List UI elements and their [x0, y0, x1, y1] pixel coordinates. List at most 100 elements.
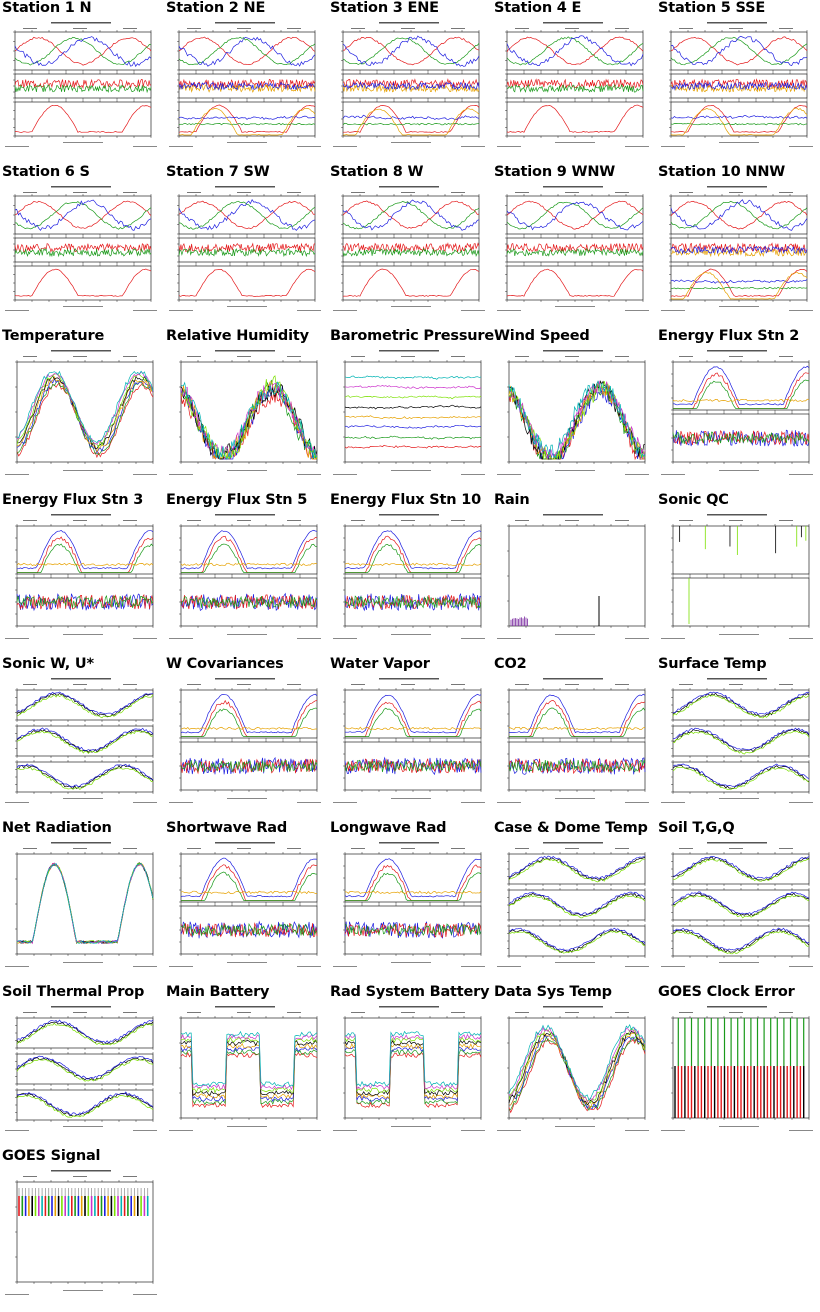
plot-thumbnail-temperature[interactable]	[3, 348, 159, 478]
plot-thumbnail-soil-thermal-prop[interactable]	[3, 1004, 159, 1134]
plot-thumbnail-wind-speed[interactable]	[495, 348, 651, 478]
plot-thumbnail-barometric-pressure[interactable]	[331, 348, 487, 478]
plot-cell-wind-speed: Wind Speed	[492, 328, 652, 486]
plot-thumbnail-surface-temp[interactable]	[659, 676, 815, 806]
plot-title: GOES Signal	[2, 1148, 101, 1164]
plot-title: Net Radiation	[2, 820, 112, 836]
plot-title: Soil Thermal Prop	[2, 984, 145, 1000]
plot-cell-station-3-ene: Station 3 ENE	[328, 0, 488, 158]
plot-thumbnail-image	[169, 186, 321, 311]
plot-title: Energy Flux Stn 3	[2, 492, 144, 508]
plot-thumbnail-station-6-s[interactable]	[3, 184, 159, 314]
plot-thumbnail-image	[169, 842, 321, 967]
plot-thumbnail-image	[333, 514, 485, 639]
plot-title: Station 9 WNW	[494, 164, 616, 180]
plot-title: Sonic W, U*	[2, 656, 94, 672]
plot-thumbnail-goes-signal[interactable]	[3, 1168, 159, 1298]
plot-thumbnail-water-vapor[interactable]	[331, 676, 487, 806]
plot-thumbnail-image	[497, 1006, 649, 1131]
plot-thumbnail-net-radiation[interactable]	[3, 840, 159, 970]
plot-thumbnail-station-4-e[interactable]	[495, 20, 651, 150]
plot-cell-station-4-e: Station 4 E	[492, 0, 652, 158]
plot-thumbnail-image	[661, 22, 813, 147]
plot-cell-energy-flux-stn-3: Energy Flux Stn 3	[0, 492, 160, 650]
plot-thumbnail-image	[497, 678, 649, 803]
plot-cell-energy-flux-stn-5: Energy Flux Stn 5	[164, 492, 324, 650]
plot-cell-station-6-s: Station 6 S	[0, 164, 160, 322]
plot-title: Temperature	[2, 328, 105, 344]
plot-title: GOES Clock Error	[658, 984, 795, 1000]
plot-cell-station-2-ne: Station 2 NE	[164, 0, 324, 158]
plot-title: Sonic QC	[658, 492, 729, 508]
plot-thumbnail-image	[169, 678, 321, 803]
plot-thumbnail-station-3-ene[interactable]	[331, 20, 487, 150]
plot-cell-station-9-wnw: Station 9 WNW	[492, 164, 652, 322]
plot-cell-w-covariances: W Covariances	[164, 656, 324, 814]
plot-title: CO2	[494, 656, 527, 672]
plot-cell-co2: CO2	[492, 656, 652, 814]
plot-cell-goes-clock-error: GOES Clock Error	[656, 984, 816, 1142]
plot-thumbnail-rain[interactable]	[495, 512, 651, 642]
plot-cell-station-1-n: Station 1 N	[0, 0, 160, 158]
plot-cell-rain: Rain	[492, 492, 652, 650]
plot-thumbnail-w-covariances[interactable]	[167, 676, 323, 806]
plot-thumbnail-image	[661, 1006, 813, 1131]
plot-thumbnail-longwave-rad[interactable]	[331, 840, 487, 970]
plot-cell-water-vapor: Water Vapor	[328, 656, 488, 814]
plot-thumbnail-main-battery[interactable]	[167, 1004, 323, 1134]
plot-thumbnail-station-10-nnw[interactable]	[659, 184, 815, 314]
plot-title: W Covariances	[166, 656, 284, 672]
plot-thumbnail-image	[333, 842, 485, 967]
plot-title: Station 2 NE	[166, 0, 266, 16]
plot-thumbnail-image	[169, 1006, 321, 1131]
plot-thumbnail-image	[661, 350, 813, 475]
plot-title: Data Sys Temp	[494, 984, 612, 1000]
plot-title: Barometric Pressure	[330, 328, 494, 344]
plot-thumbnail-station-5-sse[interactable]	[659, 20, 815, 150]
plot-thumbnail-sonic-qc[interactable]	[659, 512, 815, 642]
plot-thumbnail-image	[5, 186, 157, 311]
plot-cell-case-dome-temp: Case & Dome Temp	[492, 820, 652, 978]
plot-thumbnail-image	[5, 1170, 157, 1295]
plot-title: Station 5 SSE	[658, 0, 766, 16]
plot-thumbnail-station-8-w[interactable]	[331, 184, 487, 314]
plot-thumbnail-image	[169, 350, 321, 475]
plot-title: Station 3 ENE	[330, 0, 439, 16]
plot-thumbnail-goes-clock-error[interactable]	[659, 1004, 815, 1134]
plot-cell-station-7-sw: Station 7 SW	[164, 164, 324, 322]
plot-cell-energy-flux-stn-2: Energy Flux Stn 2	[656, 328, 816, 486]
plot-thumbnail-image	[661, 842, 813, 967]
plot-title: Rad System Battery	[330, 984, 490, 1000]
plot-thumbnail-rad-system-battery[interactable]	[331, 1004, 487, 1134]
plot-thumbnail-energy-flux-stn-3[interactable]	[3, 512, 159, 642]
plot-cell-barometric-pressure: Barometric Pressure	[328, 328, 494, 486]
plot-cell-surface-temp: Surface Temp	[656, 656, 816, 814]
plot-thumbnail-image	[333, 678, 485, 803]
plot-thumbnail-station-1-n[interactable]	[3, 20, 159, 150]
plot-thumbnail-co2[interactable]	[495, 676, 651, 806]
plot-thumbnail-data-sys-temp[interactable]	[495, 1004, 651, 1134]
plot-title: Energy Flux Stn 2	[658, 328, 800, 344]
plot-thumbnail-shortwave-rad[interactable]	[167, 840, 323, 970]
plot-thumbnail-case-dome-temp[interactable]	[495, 840, 651, 970]
plot-thumbnail-station-9-wnw[interactable]	[495, 184, 651, 314]
plot-title: Surface Temp	[658, 656, 767, 672]
plot-thumbnail-energy-flux-stn-10[interactable]	[331, 512, 487, 642]
plot-title: Station 4 E	[494, 0, 582, 16]
plot-cell-longwave-rad: Longwave Rad	[328, 820, 488, 978]
plot-thumbnail-relative-humidity[interactable]	[167, 348, 323, 478]
plot-thumbnail-sonic-w-u[interactable]	[3, 676, 159, 806]
plot-thumbnail-image	[333, 350, 485, 475]
plot-thumbnail-station-2-ne[interactable]	[167, 20, 323, 150]
plot-cell-soil-t-g-q: Soil T,G,Q	[656, 820, 816, 978]
plot-thumbnail-image	[497, 22, 649, 147]
plot-thumbnail-soil-t-g-q[interactable]	[659, 840, 815, 970]
plot-title: Wind Speed	[494, 328, 590, 344]
plot-thumbnail-image	[5, 842, 157, 967]
plot-thumbnail-image	[661, 514, 813, 639]
plot-thumbnail-station-7-sw[interactable]	[167, 184, 323, 314]
plot-title: Rain	[494, 492, 530, 508]
plot-thumbnail-energy-flux-stn-5[interactable]	[167, 512, 323, 642]
plot-thumbnail-energy-flux-stn-2[interactable]	[659, 348, 815, 478]
